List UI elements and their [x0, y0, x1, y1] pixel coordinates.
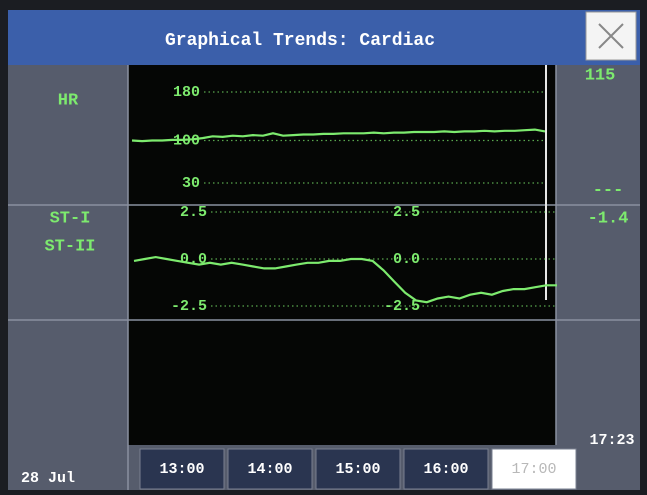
window-title: Graphical Trends: Cardiac [165, 31, 435, 51]
row-label: HR [58, 91, 79, 110]
row-label: ST-II [44, 237, 95, 256]
time-button-label[interactable]: 14:00 [247, 461, 292, 478]
y-tick-label: 0.0 [393, 251, 420, 268]
y-tick-label: 180 [173, 84, 200, 101]
y-tick-label: 2.5 [180, 204, 207, 221]
time-button-label[interactable]: 17:00 [511, 461, 556, 478]
close-button[interactable] [586, 12, 636, 60]
row-label: ST-I [50, 209, 91, 228]
y-tick-label: 0.0 [180, 251, 207, 268]
readout: -1.4 [588, 209, 629, 228]
time-button-label[interactable]: 13:00 [159, 461, 204, 478]
y-tick-label: 100 [173, 133, 200, 150]
y-tick-label: -2.5 [171, 298, 207, 315]
monitor-screen: Graphical Trends: Cardiac HR ST-I ST-II … [0, 0, 647, 495]
current-time: 17:23 [589, 432, 634, 449]
page: Graphical Trends: Cardiac HR ST-I ST-II … [0, 0, 647, 495]
date-label: 28 Jul [21, 470, 75, 487]
time-button-label[interactable]: 15:00 [335, 461, 380, 478]
y-tick-label: 2.5 [393, 204, 420, 221]
readout: --- [593, 181, 624, 200]
time-button-label[interactable]: 16:00 [423, 461, 468, 478]
y-tick-label: 30 [182, 175, 200, 192]
readout: 115 [585, 66, 616, 85]
